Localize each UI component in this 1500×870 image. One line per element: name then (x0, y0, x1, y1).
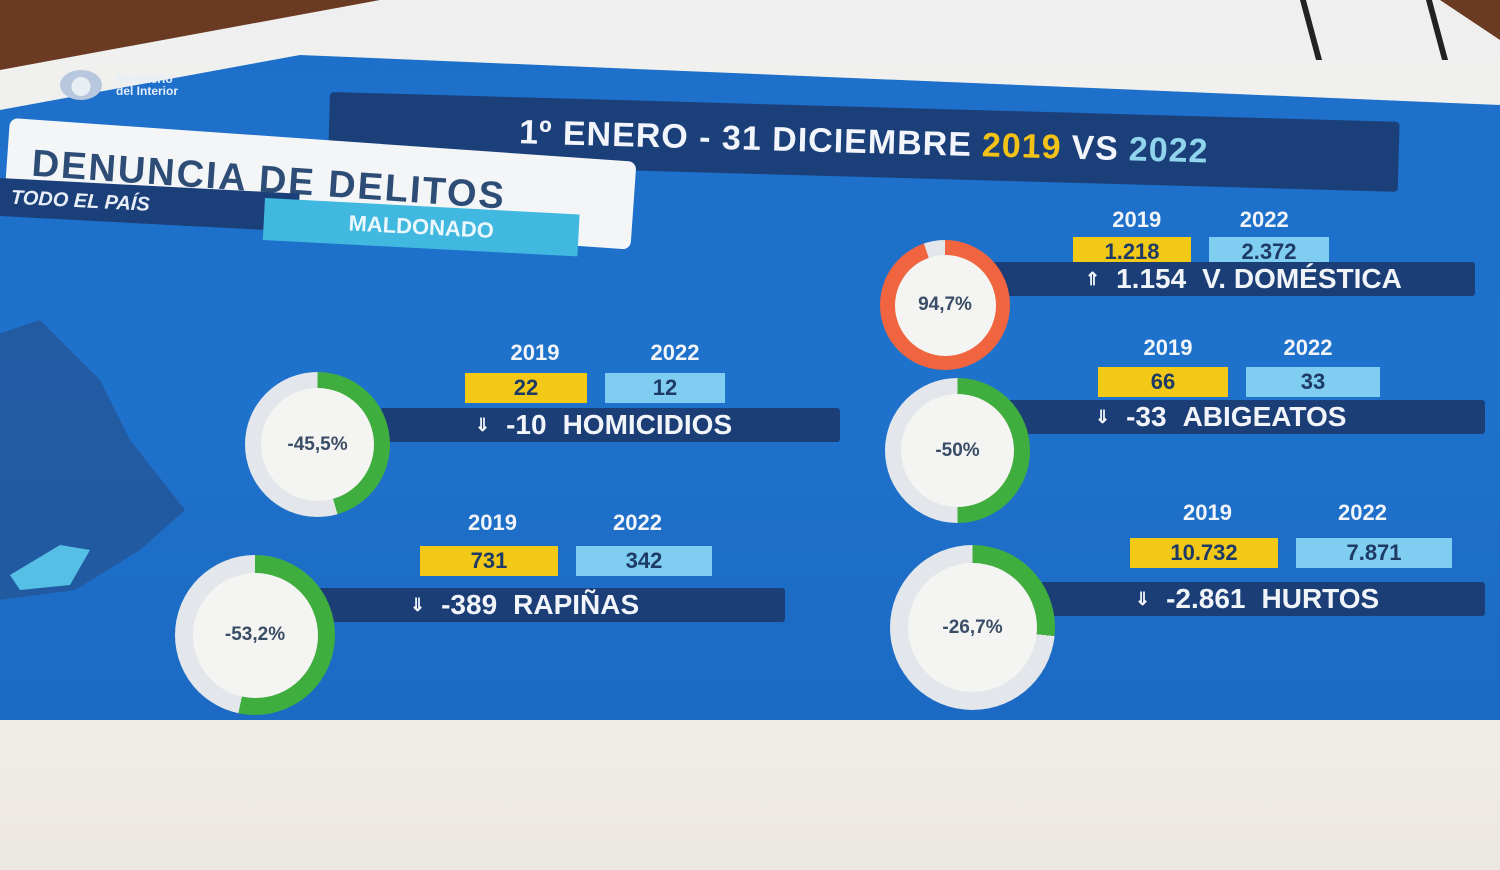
change-value: -2.861 (1166, 583, 1246, 614)
crime-label: HURTOS (1261, 583, 1380, 614)
value-2019: 22 (465, 373, 587, 403)
year-labels: 2019 2022 (420, 510, 710, 536)
percent-ring: -45,5% (245, 372, 390, 517)
year-2022-label: 2022 (1338, 500, 1387, 525)
change-bar: ⇓ -33 ABIGEATOS (1000, 400, 1485, 434)
crime-label: HOMICIDIOS (562, 409, 733, 440)
year-2019-label: 2019 (1143, 335, 1193, 360)
value-2019: 10.732 (1130, 538, 1278, 568)
change-value: -10 (506, 409, 547, 440)
arrow-down-icon: ⇓ (1095, 406, 1111, 427)
value-2022: 7.871 (1296, 538, 1452, 568)
year-2022-label: 2022 (1239, 207, 1289, 232)
value-2019: 731 (420, 546, 558, 576)
ministry-line2: del Interior (116, 84, 179, 98)
title-vs: VS (1071, 128, 1120, 168)
value-boxes: 10.732 7.871 (1130, 538, 1452, 568)
percent-ring: -50% (885, 378, 1030, 523)
change-bar: ⇑ 1.154 V. DOMÉSTICA (990, 262, 1475, 296)
title-year-2022: 2022 (1128, 129, 1210, 171)
arrow-down-icon: ⇓ (410, 594, 426, 615)
percent-value: -50% (901, 394, 1014, 507)
change-bar: ⇓ -2.861 HURTOS (1040, 582, 1485, 616)
value-boxes: 22 12 (465, 373, 725, 403)
percent-value: -53,2% (192, 572, 318, 698)
percent-value: -26,7% (908, 563, 1037, 692)
crime-label: ABIGEATOS (1182, 401, 1347, 432)
percent-ring: -53,2% (175, 555, 335, 715)
sun-emblem-icon (60, 70, 102, 100)
year-labels: 2019 2022 (1130, 500, 1440, 526)
year-2019-label: 2019 (1112, 207, 1162, 232)
year-2019-label: 2019 (510, 340, 560, 365)
crime-label: V. DOMÉSTICA (1202, 263, 1402, 294)
arrow-down-icon: ⇓ (1135, 588, 1151, 609)
ministry-name: Ministerio del Interior (116, 73, 178, 97)
year-labels: 2019 2022 (1098, 335, 1378, 361)
value-2022: 33 (1246, 367, 1380, 397)
value-2022: 342 (576, 546, 712, 576)
value-boxes: 731 342 (420, 546, 712, 576)
ministry-logo: Ministerio del Interior (60, 70, 178, 100)
percent-value: -45,5% (261, 388, 374, 501)
percent-ring: -26,7% (890, 545, 1055, 710)
year-labels: 2019 2022 (1073, 207, 1328, 233)
change-value: -389 (441, 589, 498, 620)
change-value: 1.154 (1116, 263, 1187, 294)
year-2022-label: 2022 (650, 340, 700, 365)
title-period: 1º ENERO - 31 DICIEMBRE (518, 112, 973, 164)
value-2022: 12 (605, 373, 725, 403)
percent-ring: 94,7% (880, 240, 1010, 370)
year-2022-label: 2022 (613, 510, 662, 535)
value-2019: 66 (1098, 367, 1228, 397)
crime-label: RAPIÑAS (513, 589, 640, 620)
arrow-down-icon: ⇓ (475, 414, 491, 435)
change-bar: ⇓ -10 HOMICIDIOS (380, 408, 840, 442)
arrow-up-icon: ⇑ (1085, 268, 1101, 289)
value-boxes: 66 33 (1098, 367, 1380, 397)
change-bar: ⇓ -389 RAPIÑAS (315, 588, 785, 622)
ministry-line1: Ministerio (116, 72, 173, 86)
change-value: -33 (1126, 401, 1167, 432)
year-2019-label: 2019 (468, 510, 517, 535)
year-labels: 2019 2022 (465, 340, 745, 366)
percent-value: 94,7% (894, 254, 996, 356)
year-2022-label: 2022 (1283, 335, 1333, 360)
year-2019-label: 2019 (1183, 500, 1232, 525)
title-year-2019: 2019 (981, 125, 1063, 166)
binder-clip (1299, 0, 1449, 60)
